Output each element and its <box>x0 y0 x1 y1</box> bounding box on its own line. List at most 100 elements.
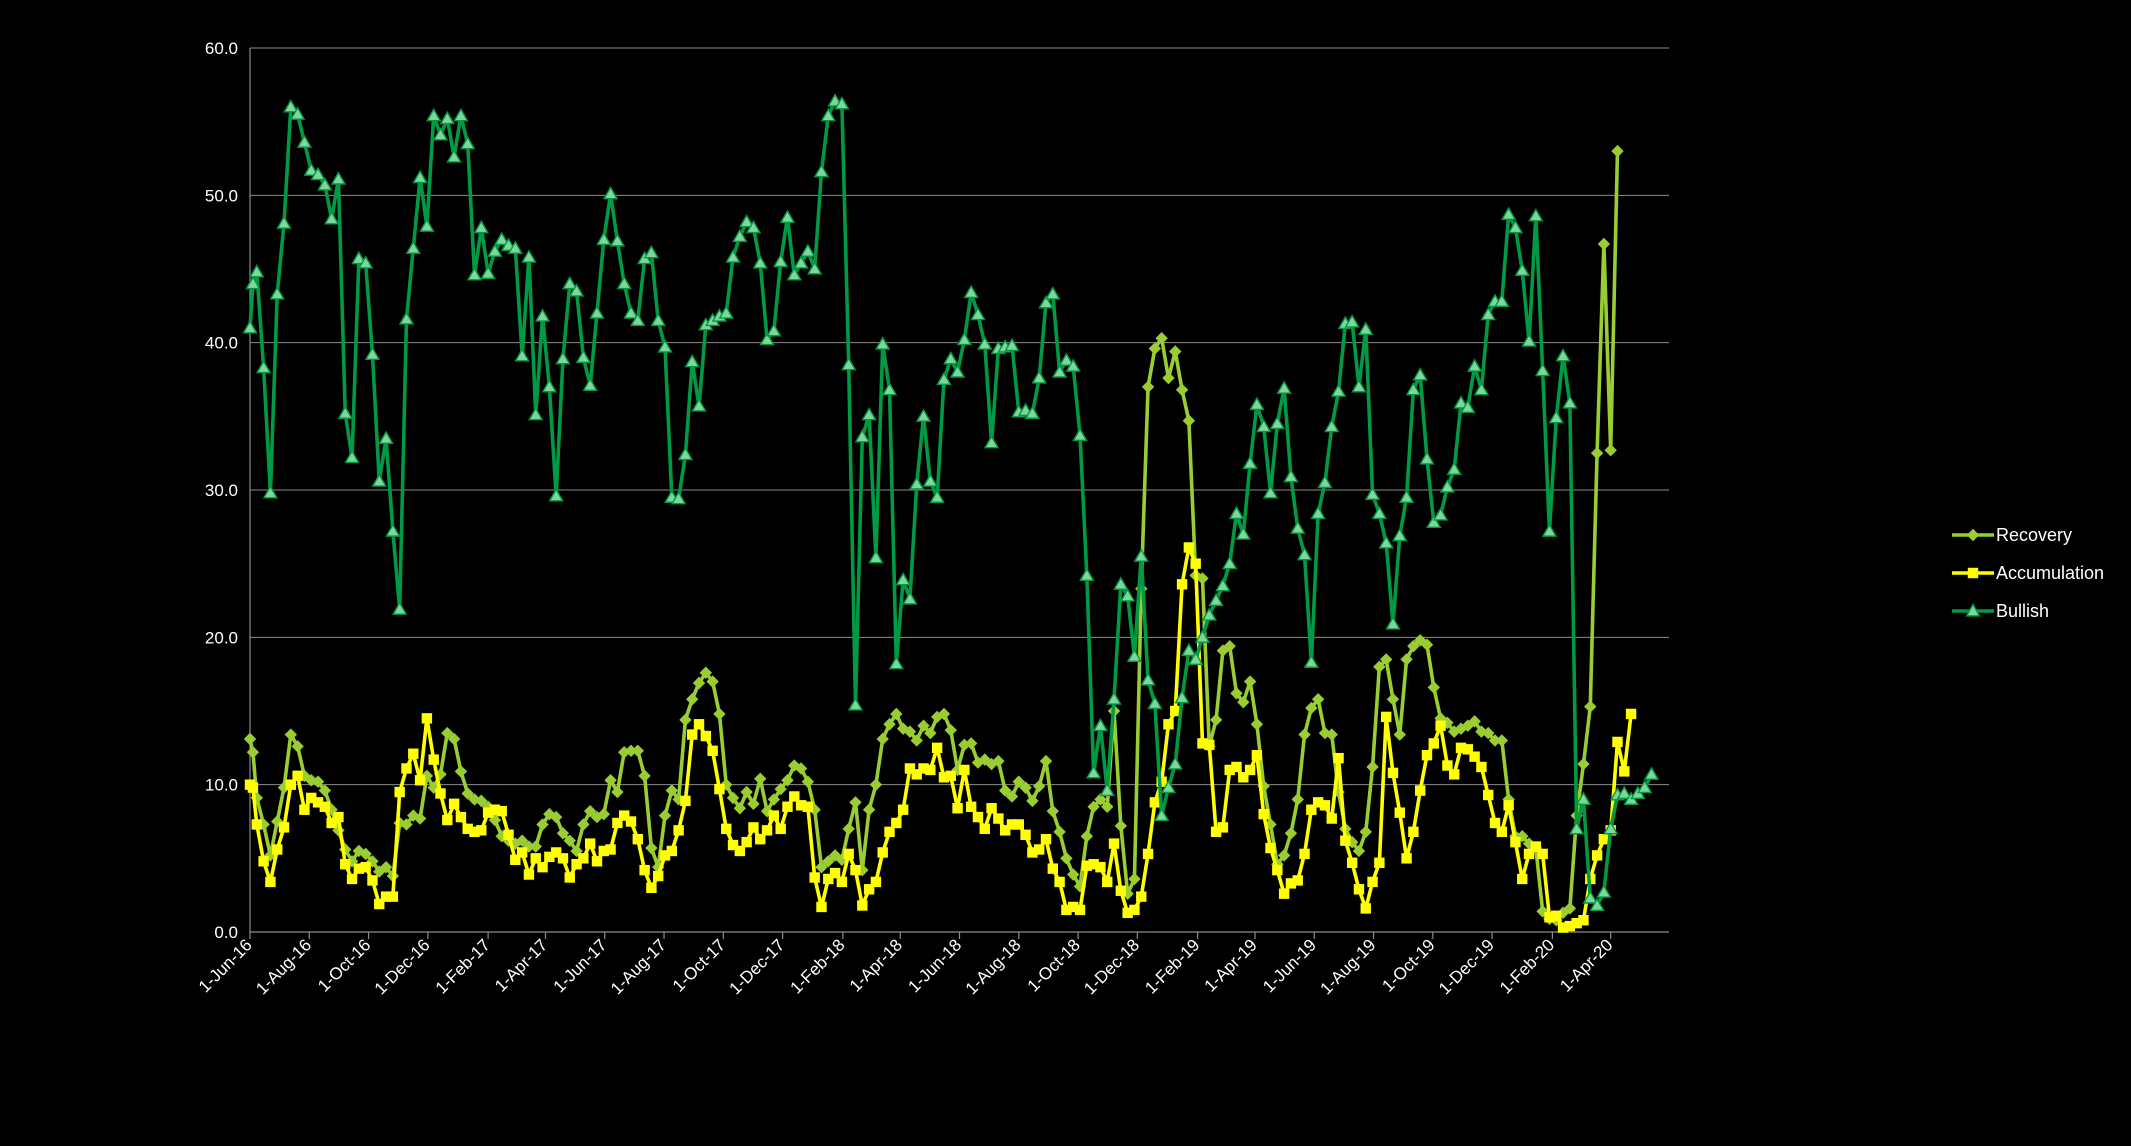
data-point-accumulation <box>993 813 1004 824</box>
data-point-recovery <box>1291 793 1304 806</box>
data-point-accumulation <box>1197 738 1208 749</box>
data-point-bullish <box>1221 555 1238 570</box>
data-point-bullish <box>1187 651 1204 666</box>
data-point-bullish <box>1065 358 1081 372</box>
data-point-accumulation <box>1551 910 1562 921</box>
data-point-recovery <box>427 781 440 794</box>
data-point-bullish <box>303 162 319 176</box>
data-point-recovery <box>1141 380 1155 394</box>
data-point-recovery <box>815 860 828 874</box>
data-point-recovery <box>1196 572 1209 585</box>
data-point-recovery <box>713 707 726 721</box>
data-point-accumulation <box>1496 826 1508 838</box>
data-point-recovery <box>1039 754 1053 768</box>
data-point-accumulation <box>1033 844 1045 855</box>
data-point-recovery <box>808 803 821 816</box>
data-point-accumulation <box>1360 903 1371 914</box>
data-point-accumulation <box>360 861 371 873</box>
data-point-accumulation <box>653 870 664 882</box>
data-point-bullish <box>425 107 442 122</box>
data-point-bullish <box>1140 672 1156 686</box>
x-tick-label: 1-Feb-19 <box>1141 935 1203 997</box>
data-point-accumulation <box>884 826 895 838</box>
data-point-accumulation <box>605 844 616 855</box>
y-tick-label: 20.0 <box>205 628 238 647</box>
data-point-recovery <box>509 837 522 850</box>
data-point-recovery <box>747 797 760 811</box>
data-point-bullish <box>357 255 374 269</box>
data-point-recovery <box>1032 779 1046 793</box>
x-tick-label: 1-Apr-20 <box>1556 935 1616 995</box>
data-point-bullish <box>596 231 612 246</box>
data-point-recovery <box>781 774 794 787</box>
data-point-accumulation <box>1428 738 1439 749</box>
data-point-accumulation <box>1299 848 1310 860</box>
data-point-bullish <box>813 163 830 178</box>
data-point-recovery <box>876 732 889 746</box>
data-point-bullish <box>1405 381 1422 396</box>
data-point-accumulation <box>1564 920 1576 932</box>
data-point-recovery <box>339 843 352 856</box>
data-point-recovery <box>441 726 454 740</box>
data-point-accumulation <box>1380 711 1392 723</box>
data-point-accumulation <box>591 856 603 867</box>
data-point-bullish <box>1024 405 1041 419</box>
data-point-bullish <box>1426 514 1442 528</box>
x-tick-label: 1-Dec-17 <box>726 935 789 998</box>
data-point-recovery <box>563 834 576 847</box>
data-point-recovery <box>1536 905 1549 918</box>
data-point-accumulation <box>258 856 269 867</box>
data-point-bullish <box>1548 409 1564 424</box>
data-point-recovery <box>706 675 719 688</box>
data-point-recovery <box>556 827 570 840</box>
data-point-accumulation <box>1149 797 1161 808</box>
data-point-bullish <box>1256 418 1272 433</box>
data-point-recovery <box>1087 800 1100 813</box>
data-point-bullish <box>1201 607 1217 621</box>
data-point-accumulation <box>272 844 283 855</box>
data-point-recovery <box>1284 827 1298 840</box>
data-point-accumulation <box>782 801 793 812</box>
data-point-accumulation <box>938 772 950 783</box>
data-point-bullish <box>936 371 952 386</box>
data-point-bullish <box>1453 395 1469 409</box>
data-point-accumulation <box>1081 860 1093 871</box>
data-point-bullish <box>881 381 898 396</box>
data-point-bullish <box>317 177 333 191</box>
data-point-recovery <box>264 849 277 862</box>
data-point-accumulation <box>999 825 1011 836</box>
data-point-bullish <box>745 219 762 234</box>
data-point-bullish <box>1167 756 1183 770</box>
data-point-accumulation <box>319 801 331 812</box>
data-point-recovery <box>1257 779 1270 793</box>
data-point-accumulation <box>945 770 956 782</box>
data-point-bullish <box>1432 507 1449 521</box>
data-point-recovery <box>461 787 474 800</box>
data-point-bullish <box>1174 689 1190 704</box>
data-point-recovery <box>1366 760 1379 774</box>
data-point-accumulation <box>482 807 494 818</box>
data-point-accumulation <box>1074 904 1086 916</box>
data-point-bullish <box>1534 362 1551 377</box>
x-tick-label: 1-Apr-19 <box>1201 935 1261 995</box>
data-point-bullish <box>793 255 809 269</box>
data-point-accumulation <box>1340 835 1351 846</box>
data-point-bullish <box>779 209 796 224</box>
data-point-recovery <box>583 804 597 818</box>
data-point-accumulation <box>428 754 439 765</box>
data-point-accumulation <box>680 795 691 807</box>
data-point-bullish <box>398 311 415 325</box>
data-point-recovery <box>1590 446 1604 460</box>
data-point-accumulation <box>374 898 385 910</box>
data-point-accumulation <box>959 764 970 776</box>
data-point-recovery <box>434 768 447 781</box>
data-point-recovery <box>495 830 508 843</box>
data-point-accumulation <box>761 825 773 836</box>
legend-entry-bullish: Bullish <box>1952 601 2049 621</box>
data-point-recovery <box>400 818 413 831</box>
data-point-recovery <box>1067 868 1080 881</box>
data-point-recovery <box>720 778 733 791</box>
data-point-recovery <box>577 818 590 831</box>
series-line-bullish <box>248 99 1654 908</box>
data-point-bullish <box>541 378 558 393</box>
